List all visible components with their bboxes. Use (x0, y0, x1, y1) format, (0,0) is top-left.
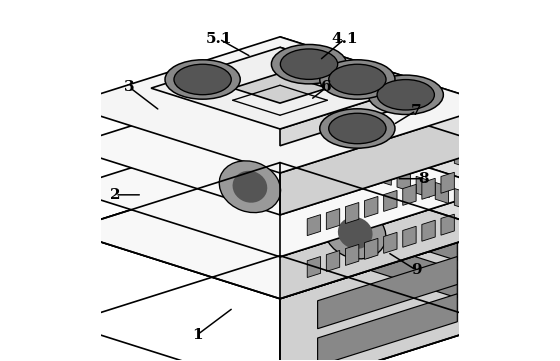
Polygon shape (346, 244, 359, 265)
Ellipse shape (174, 64, 231, 95)
Ellipse shape (329, 64, 386, 95)
Polygon shape (435, 140, 449, 161)
Polygon shape (318, 188, 458, 261)
Polygon shape (397, 170, 410, 191)
Ellipse shape (329, 113, 386, 144)
Polygon shape (422, 178, 435, 199)
Polygon shape (378, 164, 391, 185)
Ellipse shape (281, 49, 338, 79)
Polygon shape (326, 209, 340, 230)
Ellipse shape (165, 60, 240, 99)
Polygon shape (435, 182, 449, 203)
Text: 7: 7 (411, 104, 422, 118)
Polygon shape (318, 226, 458, 298)
Polygon shape (280, 37, 495, 147)
Polygon shape (280, 147, 495, 257)
Polygon shape (416, 177, 430, 197)
Polygon shape (318, 294, 458, 361)
Ellipse shape (219, 161, 281, 213)
Polygon shape (280, 105, 495, 215)
Ellipse shape (325, 207, 386, 259)
Polygon shape (280, 162, 495, 324)
Polygon shape (454, 188, 468, 209)
Polygon shape (340, 110, 353, 131)
Polygon shape (280, 231, 495, 361)
Polygon shape (151, 47, 409, 129)
Polygon shape (320, 146, 334, 167)
Polygon shape (233, 73, 327, 103)
Polygon shape (346, 203, 359, 223)
Ellipse shape (320, 60, 395, 99)
Polygon shape (280, 47, 409, 105)
Polygon shape (307, 214, 320, 236)
Ellipse shape (232, 171, 267, 203)
Polygon shape (301, 98, 315, 119)
Text: 6: 6 (321, 81, 332, 94)
Polygon shape (454, 147, 468, 168)
Text: 8: 8 (418, 172, 428, 186)
Text: 3: 3 (124, 81, 135, 94)
Polygon shape (280, 79, 495, 189)
Polygon shape (359, 158, 372, 179)
Polygon shape (318, 257, 458, 329)
Polygon shape (65, 79, 495, 215)
Polygon shape (397, 129, 410, 149)
Polygon shape (326, 251, 340, 271)
Polygon shape (384, 190, 397, 212)
Polygon shape (301, 140, 315, 161)
Ellipse shape (320, 109, 395, 148)
Text: 2: 2 (110, 188, 120, 202)
Polygon shape (416, 134, 430, 156)
Polygon shape (365, 238, 378, 259)
Polygon shape (320, 104, 334, 125)
Polygon shape (403, 184, 416, 205)
Polygon shape (65, 121, 495, 257)
Polygon shape (307, 257, 320, 278)
Polygon shape (384, 232, 397, 253)
Polygon shape (460, 166, 473, 187)
Polygon shape (441, 172, 454, 193)
Text: 4.1: 4.1 (331, 32, 358, 46)
Polygon shape (280, 121, 495, 231)
Polygon shape (403, 226, 416, 247)
Polygon shape (441, 214, 454, 235)
Ellipse shape (377, 79, 435, 110)
Ellipse shape (338, 217, 372, 249)
Text: 1: 1 (192, 327, 203, 342)
Polygon shape (365, 196, 378, 217)
Ellipse shape (272, 44, 347, 84)
Polygon shape (359, 116, 372, 137)
Polygon shape (422, 220, 435, 241)
Polygon shape (280, 189, 495, 299)
Polygon shape (65, 162, 495, 299)
Polygon shape (280, 88, 409, 146)
Polygon shape (378, 122, 391, 143)
Text: 9: 9 (411, 263, 422, 277)
Polygon shape (280, 231, 495, 361)
Polygon shape (65, 162, 495, 299)
Ellipse shape (368, 75, 444, 114)
Text: 5.1: 5.1 (206, 32, 232, 46)
Polygon shape (340, 152, 353, 173)
Polygon shape (280, 162, 495, 324)
Polygon shape (460, 208, 473, 229)
Polygon shape (65, 37, 495, 173)
